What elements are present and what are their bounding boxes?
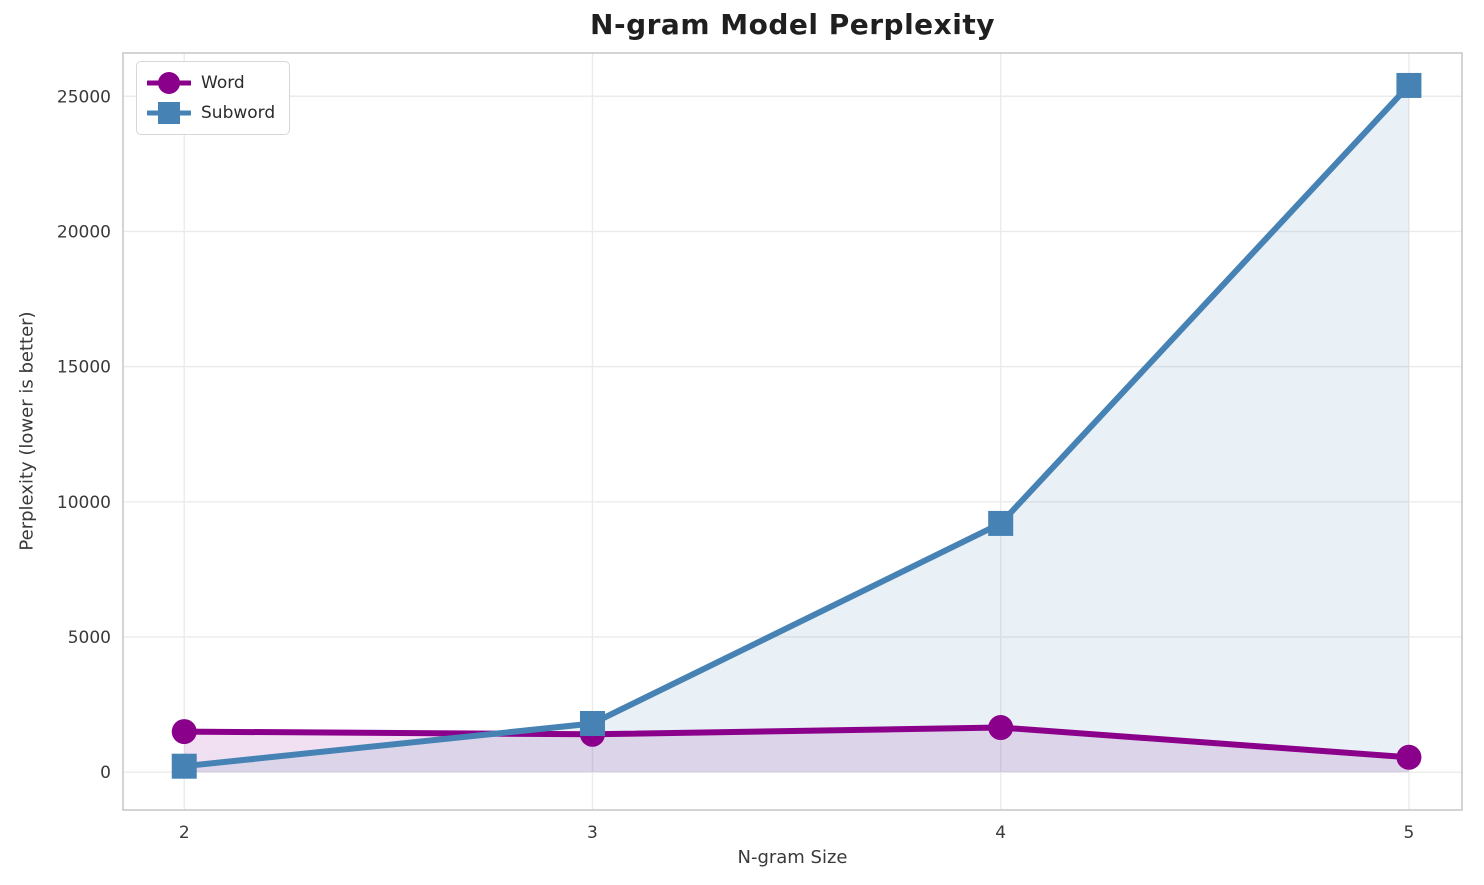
y-tick-label: 0 [100,763,111,783]
data-point-word [988,715,1014,741]
series-line-subword [181,82,1412,770]
circle-marker-icon [147,72,191,94]
area-fill-subword [184,85,1409,773]
legend-label: Subword [201,103,276,123]
y-tick-label: 15000 [57,358,111,378]
y-tick-label: 10000 [57,493,111,513]
x-axis-label: N-gram Size [737,847,848,868]
x-tick-label: 2 [179,823,190,843]
y-tick-label: 25000 [57,87,111,107]
data-point-word [171,719,197,745]
data-point-subword [1396,72,1422,98]
data-point-subword [988,510,1014,536]
data-point-subword [579,710,605,736]
x-tick-label: 5 [1404,823,1415,843]
data-point-word [1396,744,1422,770]
plot-border [122,52,1463,811]
legend-item-word: Word [147,70,275,96]
series-line-word [181,724,1412,761]
legend: Word Subword [136,61,291,135]
chart-title: N-gram Model Perplexity [590,8,995,41]
square-marker-icon [147,102,191,124]
x-tick-label: 3 [587,823,598,843]
area-fill-word [184,727,1409,773]
x-tick-label: 4 [995,823,1006,843]
y-tick-label: 20000 [57,222,111,242]
y-axis-label: Perplexity (lower is better) [16,311,38,551]
data-point-subword [171,753,197,779]
y-tick-label: 5000 [68,628,111,648]
legend-item-subword: Subword [147,100,275,126]
legend-label: Word [201,73,245,93]
